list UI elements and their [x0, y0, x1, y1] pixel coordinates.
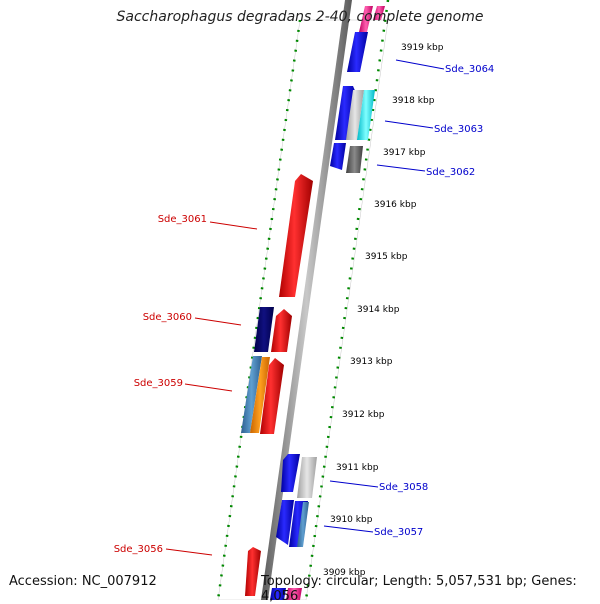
kbp-label: 3912 kbp: [342, 410, 385, 420]
gene-arrow: [271, 309, 292, 352]
kbp-label: 3916 kbp: [374, 200, 417, 210]
kbp-label: 3915 kbp: [365, 252, 408, 262]
map-title: Saccharophagus degradans 2-40, complete …: [116, 9, 484, 25]
gene-label[interactable]: Sde_3056: [114, 544, 163, 555]
gene-arrow: [335, 86, 356, 140]
accession-text: Accession: NC_007912: [9, 574, 157, 589]
gene-arrow: [260, 358, 284, 434]
gene-label[interactable]: Sde_3062: [426, 167, 475, 178]
gene-label[interactable]: Sde_3057: [374, 527, 423, 538]
gene-arrow: [297, 457, 317, 498]
kbp-label: 3919 kbp: [401, 43, 444, 53]
gene-arrow: [359, 6, 373, 32]
gene-arrow: [241, 356, 262, 433]
gene-label-line: [329, 480, 379, 488]
gene-arrow: [357, 90, 375, 140]
gene-arrow: [254, 307, 274, 352]
kbp-label: 3917 kbp: [383, 148, 426, 158]
kbp-label: 3914 kbp: [357, 305, 400, 315]
gene-label[interactable]: Sde_3060: [143, 312, 192, 323]
gene-label-line: [184, 383, 233, 392]
gene-arrow: [346, 90, 364, 140]
gene-label[interactable]: Sde_3064: [445, 64, 494, 75]
gene-arrow: [276, 500, 294, 545]
gene-arrow: [286, 588, 302, 600]
gene-label[interactable]: Sde_3063: [434, 124, 483, 135]
kbp-label: 3913 kbp: [350, 357, 393, 367]
gene-arrow: [250, 357, 270, 433]
gene-arrow: [347, 32, 368, 72]
gene-arrow: [245, 547, 261, 596]
gene-arrow: [373, 6, 385, 20]
gene-label[interactable]: Sde_3058: [379, 482, 428, 493]
gene-arrow: [270, 588, 286, 600]
gene-arrow: [346, 146, 363, 173]
kbp-label: 3911 kbp: [336, 463, 379, 473]
kbp-label: 3909 kbp: [323, 568, 366, 578]
gene-label-line: [165, 548, 213, 556]
gene-label-line: [376, 164, 426, 172]
gene-arrow: [330, 143, 346, 170]
gene-label-line: [395, 59, 445, 70]
genome-backbone: [261, 0, 352, 600]
gene-arrow: [279, 174, 313, 297]
grid-line-outer: [304, 0, 390, 600]
gene-label-line: [209, 221, 258, 230]
kbp-label: 3910 kbp: [330, 515, 373, 525]
gene-label-line: [384, 120, 434, 129]
gene-label[interactable]: Sde_3059: [134, 378, 183, 389]
gene-arrow: [281, 454, 300, 492]
gene-arrow: [297, 502, 309, 547]
gene-label[interactable]: Sde_3061: [158, 214, 207, 225]
gene-label-line: [323, 525, 374, 533]
gene-label-line: [194, 317, 242, 326]
kbp-label: 3918 kbp: [392, 96, 435, 106]
